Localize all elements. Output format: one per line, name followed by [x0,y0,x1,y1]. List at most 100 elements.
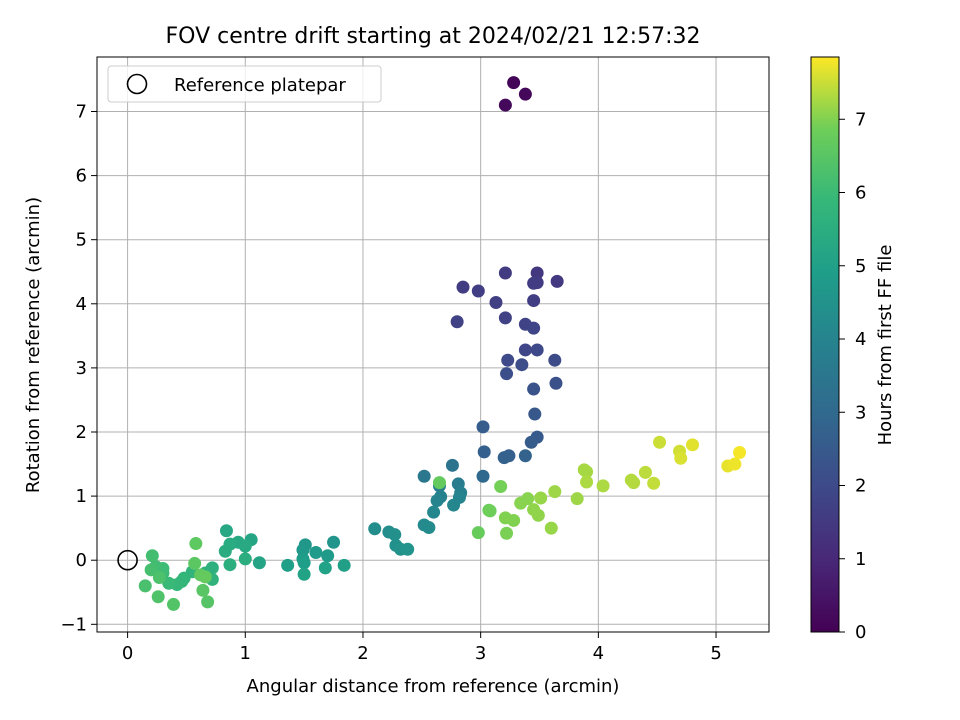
y-tick-label: 1 [76,486,87,507]
colorbar-tick-label: 4 [855,329,866,350]
data-point [189,537,203,551]
plot-frame [96,56,770,633]
colorbar-ticks: 0 1 2 3 4 5 6 7 [839,109,866,643]
data-point [524,435,538,449]
data-point [456,280,470,294]
data-point [166,597,180,611]
data-point [518,87,532,101]
data-point [297,556,311,570]
data-point [321,549,335,563]
data-point [548,485,562,499]
data-point [238,539,252,553]
data-point [534,491,548,505]
data-point [531,508,545,522]
x-tick-label: 1 [240,643,251,664]
data-point [445,458,459,472]
data-point [252,556,266,570]
data-point [218,544,232,558]
data-point [507,513,521,527]
data-point [296,543,310,557]
x-axis-ticks: 0 1 2 3 4 5 [122,632,722,664]
data-points [138,76,747,611]
data-point [489,296,503,310]
data-point [152,571,166,585]
data-point [550,274,564,288]
data-point [401,542,415,556]
colorbar-tick-label: 6 [855,183,866,204]
x-tick-label: 2 [357,643,368,664]
data-point [145,549,159,563]
data-point [219,524,233,538]
data-point [596,479,610,493]
data-point [580,475,594,489]
chart-title: FOV centre drift starting at 2024/02/21 … [166,24,701,49]
data-point [674,451,688,465]
plot-area: 0 1 2 3 4 5 −1 0 1 2 3 4 5 6 7 [60,56,770,664]
colorbar-label: Hours from first FF file [875,245,896,446]
data-point [477,445,491,459]
data-point [686,438,700,452]
data-point [476,420,490,434]
colorbar-tick-label: 7 [855,109,866,130]
y-tick-label: 6 [76,166,87,187]
data-point [196,583,210,597]
data-point [518,343,532,357]
data-point [627,476,641,490]
legend-marker-icon [126,73,148,95]
x-tick-label: 4 [593,643,604,664]
y-tick-label: 7 [76,101,87,122]
data-point [430,494,444,508]
data-point [201,595,215,609]
y-tick-label: 3 [76,358,87,379]
x-tick-label: 0 [122,643,133,664]
data-point [427,505,441,519]
y-axis-ticks: −1 0 1 2 3 4 5 6 7 [60,101,97,635]
data-point [327,535,341,549]
colorbar-tick-label: 5 [855,256,866,277]
data-point [450,315,464,329]
colorbar-tick-label: 2 [855,476,866,497]
reference-platepar-marker [117,549,138,571]
data-point [570,492,584,506]
y-tick-label: 4 [76,294,87,315]
data-point [309,546,323,560]
data-point [500,367,514,381]
colorbar-gradient [810,56,840,633]
data-point [337,558,351,572]
data-point [548,353,562,367]
data-point [653,435,667,449]
data-point [483,504,497,518]
data-point [494,479,508,493]
data-point [471,284,485,298]
data-point [238,552,252,566]
data-point [527,321,541,335]
colorbar-tick-label: 0 [855,622,866,643]
data-point [527,276,541,290]
x-axis-label: Angular distance from reference (arcmin) [247,676,620,697]
colorbar-tick-label: 3 [855,402,866,423]
data-point [521,492,535,506]
y-tick-label: 2 [76,422,87,443]
data-point [507,76,521,90]
data-point [728,457,742,471]
y-tick-label: −1 [60,614,87,635]
y-tick-label: 0 [76,550,87,571]
data-point [501,353,515,367]
data-point [500,526,514,540]
data-point [530,266,544,280]
data-point [471,526,485,540]
data-point [476,469,490,483]
data-point [417,469,431,483]
data-point [422,521,436,535]
data-point [638,465,652,479]
legend: Reference platepar [107,65,382,103]
y-axis-label: Rotation from reference (arcmin) [23,197,44,493]
data-point [162,576,176,590]
data-point [144,563,158,577]
data-point [518,449,532,463]
data-point [368,522,382,536]
data-point [527,294,541,308]
data-point [388,528,402,542]
data-point [447,498,461,512]
